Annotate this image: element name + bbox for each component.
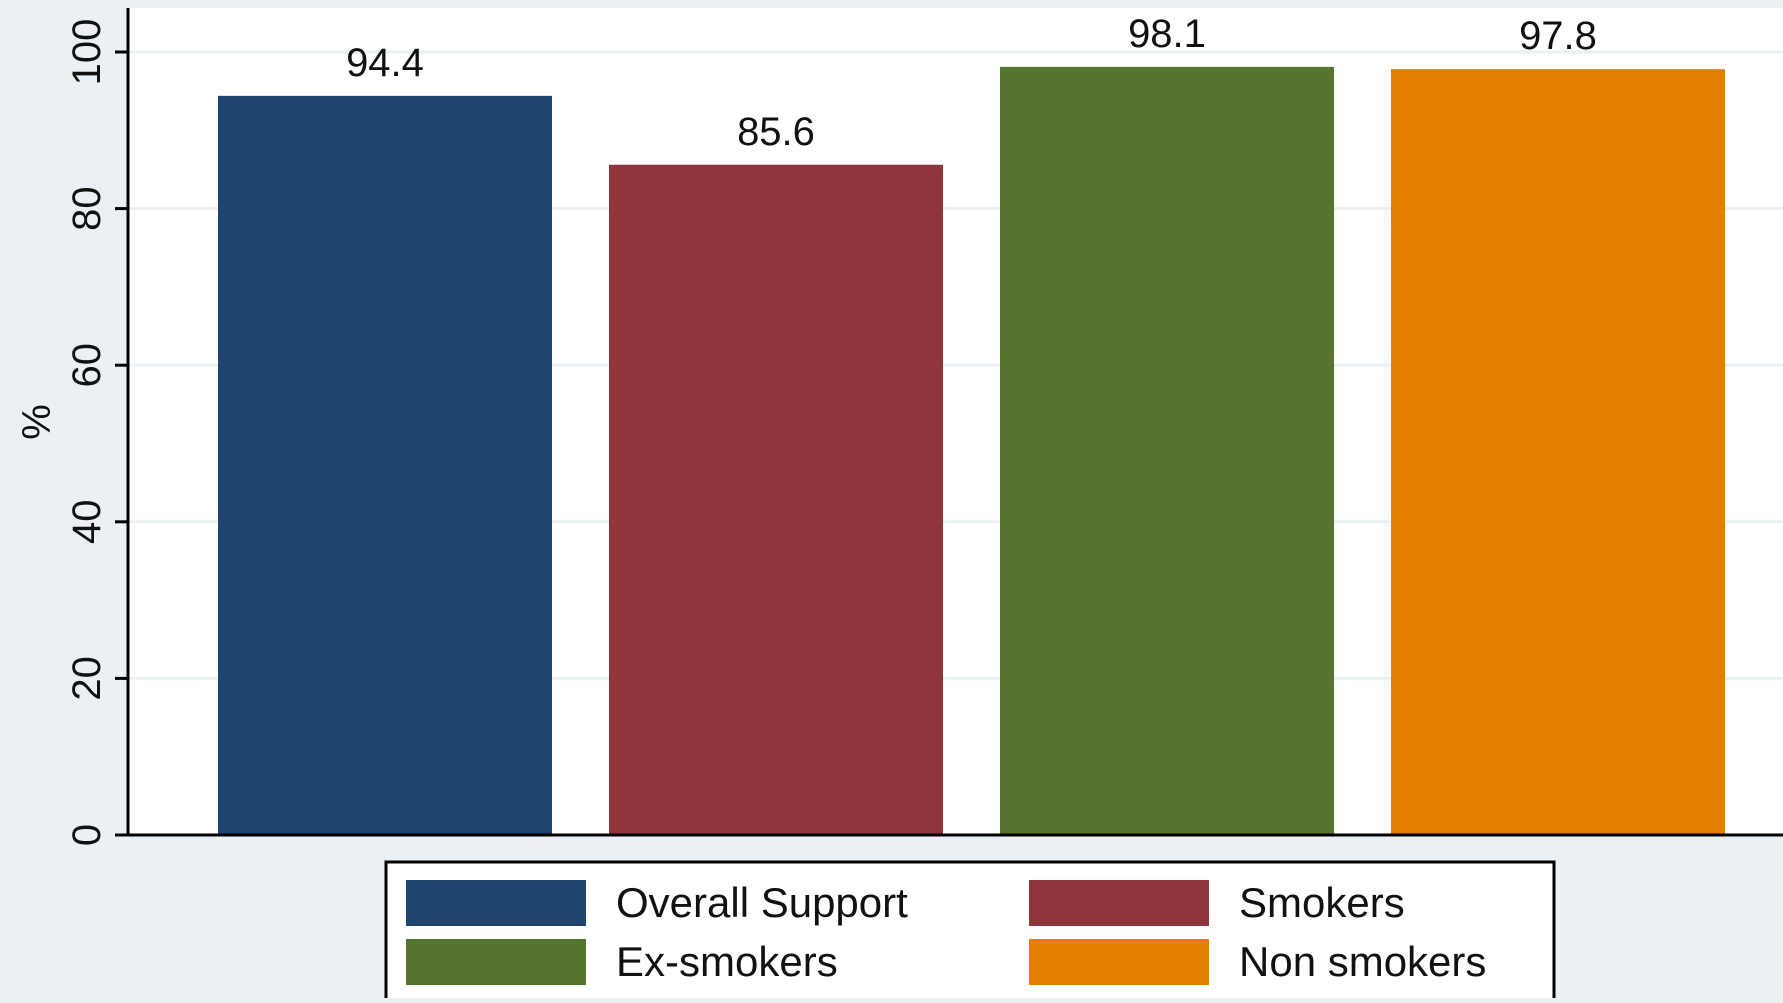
y-tick-label: 20 — [65, 656, 109, 701]
data-label: 85.6 — [737, 110, 815, 154]
data-label: 98.1 — [1128, 12, 1206, 56]
bar-overall-support — [218, 95, 552, 835]
y-tick-label: 60 — [65, 343, 109, 388]
legend-swatch — [406, 880, 586, 926]
y-tick-label: 80 — [65, 186, 109, 231]
y-axis: 0 20 40 60 80 100 — [65, 8, 1783, 846]
legend-label: Smokers — [1239, 879, 1405, 926]
y-tick-label: 0 — [65, 824, 109, 846]
y-tick-label: 40 — [65, 500, 109, 545]
bars — [218, 66, 1725, 835]
bar-smokers — [609, 164, 943, 835]
bar-ex-smokers — [1000, 66, 1334, 835]
legend-label: Ex-smokers — [616, 938, 838, 985]
bar-non-smokers — [1391, 69, 1725, 835]
data-labels: 94.4 85.6 98.1 97.8 — [346, 12, 1597, 154]
y-tick-label: 100 — [65, 19, 109, 86]
data-label: 97.8 — [1519, 14, 1597, 58]
legend-swatch — [406, 939, 586, 985]
legend-swatch — [1029, 939, 1209, 985]
legend-label: Overall Support — [616, 879, 908, 926]
y-axis-title: % — [15, 404, 59, 440]
legend-swatch — [1029, 880, 1209, 926]
legend-label: Non smokers — [1239, 938, 1486, 985]
legend: Overall Support Smokers Ex-smokers Non smok… — [384, 860, 1556, 1003]
data-label: 94.4 — [346, 41, 424, 85]
